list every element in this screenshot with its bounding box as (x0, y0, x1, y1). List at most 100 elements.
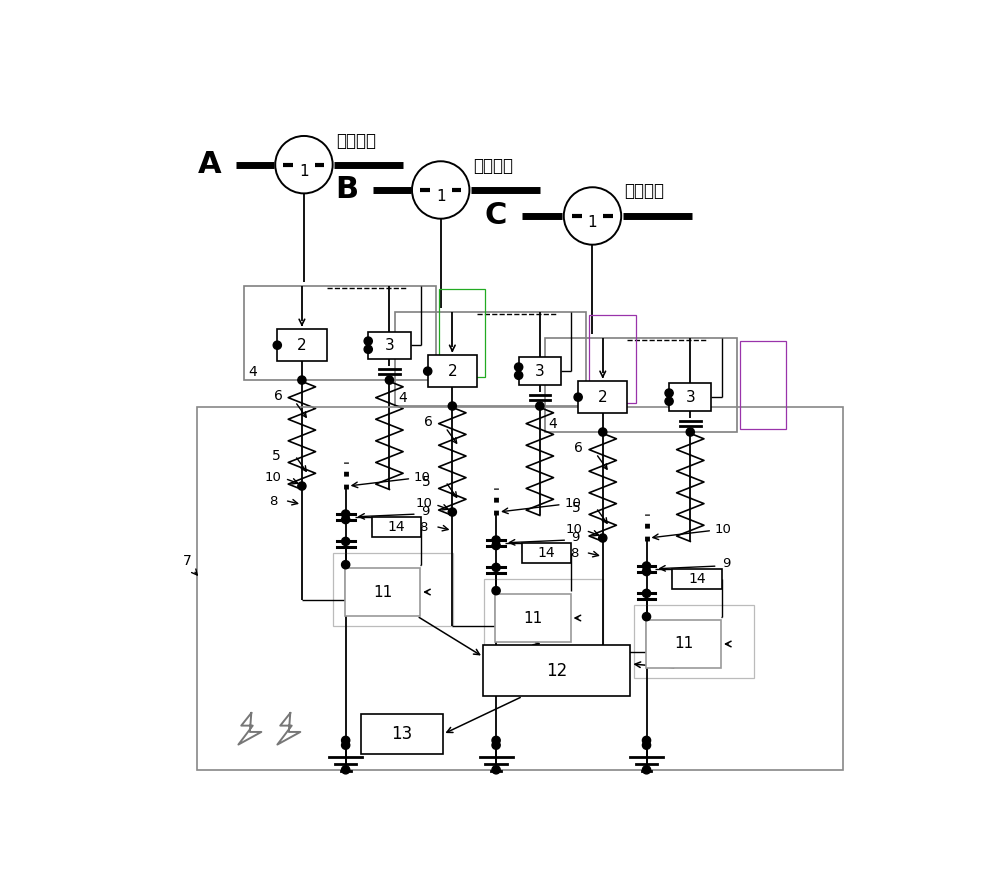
Text: B: B (335, 176, 359, 204)
Bar (519, 358, 561, 385)
Text: 10: 10 (265, 471, 282, 484)
Circle shape (574, 393, 582, 401)
Circle shape (342, 515, 350, 524)
Bar (333, 553, 453, 626)
Text: 8: 8 (570, 547, 578, 560)
Circle shape (642, 567, 651, 575)
Circle shape (364, 337, 372, 345)
Text: 6: 6 (424, 415, 433, 429)
Text: 高压母线: 高压母线 (474, 157, 514, 175)
Circle shape (364, 345, 372, 353)
Circle shape (492, 542, 500, 550)
Bar (669, 384, 711, 411)
Text: 11: 11 (373, 584, 392, 599)
Circle shape (298, 482, 306, 490)
Bar (634, 605, 754, 678)
Text: 6: 6 (574, 441, 583, 455)
Text: 12: 12 (546, 662, 568, 679)
Circle shape (342, 765, 350, 774)
Bar (672, 569, 722, 590)
Circle shape (492, 736, 500, 744)
Text: 4: 4 (248, 365, 257, 379)
Text: 1: 1 (436, 189, 446, 204)
Text: 11: 11 (523, 611, 543, 625)
Circle shape (448, 508, 456, 516)
Text: 3: 3 (385, 337, 394, 353)
Bar (522, 543, 571, 563)
Text: 5: 5 (272, 448, 280, 463)
Circle shape (448, 402, 456, 410)
Text: 13: 13 (391, 725, 412, 743)
Text: 10: 10 (414, 471, 431, 484)
Circle shape (599, 428, 607, 436)
Text: 14: 14 (387, 520, 405, 534)
Text: 10: 10 (715, 523, 732, 535)
Circle shape (536, 402, 544, 410)
Bar (483, 645, 630, 696)
Text: 3: 3 (535, 364, 545, 378)
Text: 14: 14 (538, 546, 556, 560)
Text: 9: 9 (722, 557, 730, 570)
Circle shape (642, 736, 651, 744)
Circle shape (492, 587, 500, 595)
Circle shape (665, 397, 673, 405)
Text: 9: 9 (421, 505, 429, 518)
Circle shape (385, 376, 394, 385)
Text: A: A (198, 150, 221, 179)
Bar (197, 408, 843, 770)
Text: 3: 3 (685, 390, 695, 405)
Bar (244, 286, 436, 380)
Circle shape (642, 613, 651, 621)
Text: 8: 8 (419, 521, 428, 535)
Text: 1: 1 (588, 215, 597, 230)
Bar (361, 715, 443, 754)
Circle shape (665, 389, 673, 397)
Bar (345, 568, 420, 616)
Text: 2: 2 (448, 364, 457, 378)
Text: 1: 1 (299, 164, 309, 179)
Circle shape (273, 341, 281, 349)
Text: 高压母线: 高压母线 (336, 131, 376, 150)
Bar (428, 355, 477, 387)
Bar (646, 620, 721, 668)
Text: 6: 6 (274, 389, 282, 403)
Text: 7: 7 (183, 554, 192, 568)
Bar (277, 329, 327, 361)
Text: 4: 4 (398, 391, 407, 405)
Circle shape (642, 765, 651, 774)
Circle shape (342, 537, 350, 545)
Circle shape (492, 741, 500, 749)
Text: 8: 8 (269, 496, 277, 508)
Text: 10: 10 (415, 496, 432, 510)
Bar (495, 594, 571, 642)
Text: 11: 11 (674, 637, 693, 652)
Circle shape (424, 367, 432, 376)
Bar (368, 331, 411, 359)
Circle shape (642, 590, 651, 598)
Circle shape (342, 510, 350, 519)
Text: 10: 10 (566, 523, 582, 535)
Bar (439, 289, 485, 377)
Circle shape (492, 765, 500, 774)
Circle shape (492, 563, 500, 572)
Bar (395, 312, 586, 406)
Text: 5: 5 (422, 474, 431, 488)
Circle shape (342, 560, 350, 569)
Circle shape (342, 741, 350, 749)
Text: 4: 4 (549, 417, 557, 431)
Circle shape (342, 736, 350, 744)
Text: 10: 10 (564, 496, 581, 510)
Bar (545, 337, 737, 432)
Text: 5: 5 (572, 501, 581, 514)
Bar (589, 315, 636, 402)
Circle shape (515, 371, 523, 379)
Circle shape (686, 428, 694, 436)
Text: 9: 9 (571, 531, 580, 543)
Text: 14: 14 (688, 572, 706, 586)
Circle shape (298, 376, 306, 385)
Circle shape (642, 741, 651, 749)
Text: 2: 2 (598, 390, 608, 405)
Circle shape (599, 534, 607, 542)
Text: 2: 2 (297, 337, 307, 353)
Text: 高压母线: 高压母线 (624, 182, 664, 201)
